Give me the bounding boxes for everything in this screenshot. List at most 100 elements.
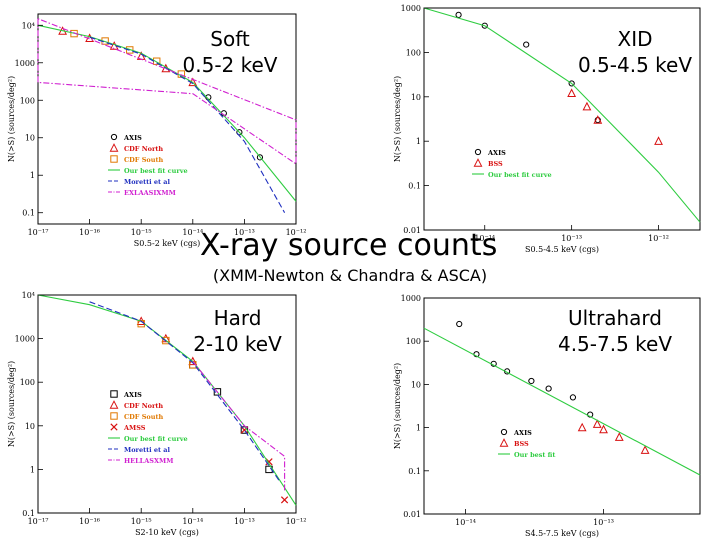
ultrahard-legend-our-best-fit-label: Our best fit (514, 451, 555, 459)
hard-legend-our-best-fit-curve-label: Our best fit curve (124, 435, 188, 443)
hard-legend-cdf-south-label: CDF South (124, 413, 163, 421)
hard-x-tick-label: 10⁻¹⁷ (28, 517, 49, 526)
soft-x-tick-label: 10⁻¹² (286, 228, 307, 237)
xid-legend: AXIS BSS Our best fit curve (472, 148, 552, 179)
soft-legend-axis-label: AXIS (123, 134, 142, 142)
hard-legend-amss-label: AMSS (123, 424, 146, 432)
hard-series-moretti-et-al (89, 301, 281, 483)
xid-series-axis-point (455, 11, 462, 18)
hard-y-tick-label: 1 (30, 465, 35, 474)
ultrahard-series-our-best-fit-line (423, 327, 701, 476)
xid-y-tick-label: 1000 (401, 4, 421, 13)
soft-legend-moretti-et-al-label: Moretti et al (124, 178, 170, 186)
xid-series-bss-point (593, 115, 603, 124)
ultrahard-legend-bss-swatch (499, 438, 509, 447)
xid-panel-label-line2: 0.5-4.5 keV (577, 53, 693, 77)
xid-plot-frame (423, 7, 701, 231)
ultrahard-legend-axis-swatch (500, 428, 508, 436)
hard-y-tick-label: 1000 (15, 335, 35, 344)
ultrahard-panel-label-line1: Ultrahard (567, 306, 662, 330)
xid-series-bss-point (567, 88, 577, 97)
xid-series-axis (455, 11, 601, 124)
hard-y-tick-label: 10 (25, 422, 35, 431)
xid-y-tick-label: 100 (406, 48, 421, 57)
xid-y-tick-label: 0.1 (408, 182, 421, 191)
ultrahard-series-bss-point (599, 424, 608, 434)
hard-legend-cdf-south-swatch (110, 412, 118, 420)
hard-panel-label-line2: 2-10 keV (193, 332, 282, 356)
soft-series-our-best-fit-curve (37, 24, 297, 202)
hard-legend-amss-swatch (110, 423, 118, 431)
ultrahard-x-axis-label: S4.5-7.5 keV (cgs) (525, 529, 599, 538)
hard-plot-frame (37, 294, 297, 514)
xid-panel: 0.01 0.1 1 10 100 1000 10⁻¹⁴ 10⁻¹³ 10⁻¹² S0.5-4.5… (393, 4, 701, 254)
ultrahard-panel-label: Ultrahard 4.5-7.5 keV (540, 305, 690, 357)
hard-series-our-best-fit-curve (37, 294, 297, 506)
ultrahard-legend: AXIS BSS Our best fit (498, 428, 555, 459)
ultrahard-series-axis-point (569, 394, 577, 401)
soft-legend-cdf-south-label: CDF South (124, 156, 163, 164)
soft-series-exlaasixmm (37, 18, 297, 165)
hard-series-moretti-et-al-line (89, 301, 281, 483)
xid-series-axis-point (523, 41, 530, 48)
xid-legend-axis-label: AXIS (487, 149, 506, 157)
ultrahard-x-tick-label: 10⁻¹³ (593, 518, 614, 527)
ultrahard-panel: 0.01 0.1 1 10 100 1000 10⁻¹⁴ 10⁻¹³ S4.5-7.5 keV … (393, 294, 701, 538)
hard-series-hellasxmm-line (192, 361, 286, 493)
soft-legend-axis-swatch (110, 133, 118, 141)
soft-y-tick-label: 10 (25, 134, 35, 143)
hard-legend-axis-label: AXIS (123, 391, 142, 399)
ultrahard-series-axis-point (528, 377, 535, 385)
hard-y-tick-label: 100 (20, 378, 35, 387)
hard-x-tick-label: 10⁻¹⁵ (131, 517, 152, 526)
hard-x-axis-label: S2-10 keV (cgs) (135, 528, 199, 537)
hard-series-our-best-fit-curve-line (37, 294, 297, 506)
ultrahard-series-axis-point (456, 320, 463, 328)
soft-panel: 0.1 1 10 100 1000 10⁴ 10⁻¹⁷ 10⁻¹⁶ 10⁻¹⁵ 10⁻¹⁴ 10⁻¹… (7, 13, 307, 248)
xid-series-bss-point (654, 136, 663, 145)
hard-legend-hellasxmm-label: HELLASXMM (124, 457, 173, 465)
hard-legend: AXIS CDF North CDF South AMSS Our best fit c… (108, 390, 188, 465)
ultrahard-y-tick-label: 0.1 (408, 467, 421, 476)
xid-legend-axis-swatch (474, 148, 482, 156)
hard-legend-cdf-north-swatch (109, 400, 119, 409)
xid-panel-label: XID 0.5-4.5 keV (555, 26, 715, 78)
soft-series-axis-point (205, 94, 212, 101)
hard-x-tick-label: 10⁻¹⁶ (79, 517, 100, 526)
xid-legend-our-best-fit-curve-label: Our best fit curve (488, 171, 552, 179)
soft-legend: AXIS CDF North CDF South Our best fit curve… (108, 133, 188, 197)
soft-series-our-best-fit-curve-line (37, 24, 297, 202)
ultrahard-series-bss-point (577, 422, 587, 432)
hard-x-tick-label: 10⁻¹⁴ (182, 517, 203, 526)
ultrahard-x-tick-label: 10⁻¹⁴ (455, 518, 476, 527)
soft-panel-label-line2: 0.5-2 keV (182, 53, 278, 77)
soft-y-axis-label: N(>S) (sources/deg²) (7, 76, 16, 162)
soft-x-tick-label: 10⁻¹³ (234, 228, 255, 237)
ultrahard-series-bss-point (640, 445, 650, 454)
soft-plot-frame (37, 13, 297, 225)
soft-panel-label: Soft 0.5-2 keV (170, 26, 290, 78)
soft-y-tick-label: 1 (30, 171, 35, 180)
ultrahard-y-tick-label: 10 (411, 380, 421, 389)
xid-y-axis-label: N(>S) (sources/deg²) (393, 76, 402, 162)
xid-y-tick-label: 1 (416, 137, 421, 146)
soft-legend-cdf-south-swatch (110, 155, 118, 163)
ultrahard-series-our-best-fit (423, 327, 701, 476)
xid-legend-bss-swatch (473, 158, 483, 167)
xid-series-axis-point (481, 22, 488, 29)
xid-series-our-best-fit-curve (423, 7, 701, 223)
soft-legend-our-best-fit-curve-label: Our best fit curve (124, 167, 188, 175)
xid-series-axis-point (568, 80, 575, 87)
xid-x-tick-label: 10⁻¹⁴ (474, 234, 495, 243)
xid-series-bss (567, 88, 663, 145)
hard-series-amss-point (280, 496, 289, 504)
ultrahard-legend-bss-label: BSS (514, 440, 529, 448)
ultrahard-y-tick-label: 0.01 (403, 510, 421, 519)
hard-panel-label-line1: Hard (213, 306, 262, 330)
hard-x-tick-label: 10⁻¹³ (234, 517, 255, 526)
slide-title: X-ray source counts (200, 228, 498, 263)
soft-series-moretti-et-al-line (89, 36, 286, 213)
ultrahard-series-bss-point (592, 419, 602, 428)
soft-y-tick-label: 0.1 (22, 209, 35, 218)
hard-series-hellasxmm (192, 361, 286, 493)
